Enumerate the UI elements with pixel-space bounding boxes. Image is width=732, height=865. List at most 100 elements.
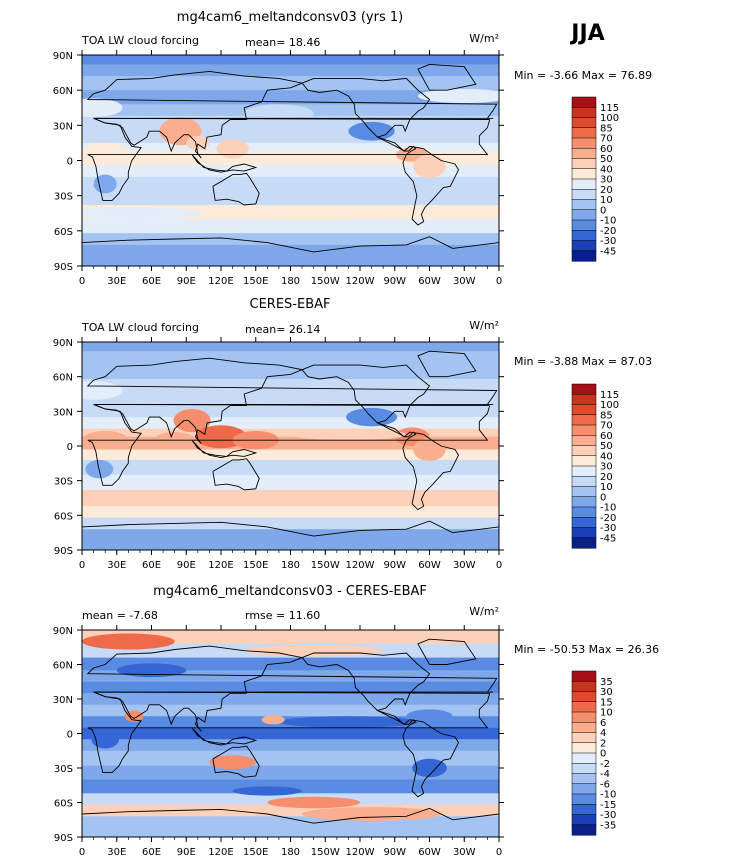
- y-tick-label: 30S: [54, 477, 73, 488]
- y-tick-label: 60N: [53, 661, 73, 672]
- x-tick-label: 120E: [208, 276, 233, 287]
- colorbar-label: 35: [600, 677, 613, 688]
- colorbar-label: 30: [600, 175, 613, 186]
- coastline: [191, 727, 258, 746]
- colorbar-swatch: [571, 527, 597, 539]
- colorbar-label: -6: [600, 779, 610, 790]
- colorbar-swatch: [571, 783, 597, 795]
- colorbar-swatch: [571, 793, 597, 805]
- colorbar-swatch: [571, 230, 597, 242]
- colorbar-label: 10: [600, 195, 613, 206]
- x-tick-label: 90W: [383, 560, 406, 571]
- colorbar-label: 15: [600, 697, 613, 708]
- colorbar-swatch: [571, 814, 597, 826]
- x-tick-label: 30E: [107, 847, 126, 858]
- x-tick-label: 150W: [311, 560, 340, 571]
- x-tick-label: 90E: [177, 560, 196, 571]
- x-tick-label: 120W: [346, 560, 375, 571]
- coastline: [301, 77, 460, 226]
- colorbar-label: -2: [600, 759, 610, 770]
- colorbar-label: 70: [600, 421, 613, 432]
- colorbar-label: 10: [600, 482, 613, 493]
- coastline: [87, 691, 491, 774]
- field-anomaly: [267, 796, 360, 809]
- minmax-label: Min = -3.66 Max = 76.89: [514, 69, 652, 82]
- field-anomaly: [290, 428, 407, 441]
- x-tick-label: 180: [281, 276, 300, 287]
- colorbar-label: -15: [600, 800, 616, 811]
- x-tick-label: 60W: [418, 276, 441, 287]
- colorbar-label: -10: [600, 503, 616, 514]
- field-band: [82, 405, 499, 418]
- y-tick-label: 60S: [54, 227, 73, 238]
- y-tick-label: 30S: [54, 192, 73, 203]
- colorbar-label: 85: [600, 410, 613, 421]
- x-tick-label: 30W: [453, 560, 476, 571]
- x-axis: 0 30E 60E 90E 120E 150E 180 150W 120W 90W 60W 30W 0: [79, 625, 502, 858]
- field-anomaly: [197, 491, 430, 505]
- coastline: [191, 154, 258, 173]
- field-band: [82, 750, 499, 767]
- field-anomaly: [413, 437, 446, 462]
- x-tick-label: 150W: [311, 847, 340, 858]
- y-tick-label: 30N: [53, 407, 73, 418]
- colorbar-label: 0: [600, 749, 606, 760]
- field-anomaly: [417, 88, 499, 104]
- coastline: [212, 745, 260, 778]
- colorbar-swatch: [571, 96, 597, 108]
- x-tick-label: 30E: [107, 560, 126, 571]
- field-anomaly: [412, 758, 447, 778]
- colorbar-label: 100: [600, 113, 619, 124]
- y-tick-label: 30S: [54, 764, 73, 775]
- coastline: [86, 645, 498, 732]
- field-band: [82, 233, 499, 246]
- field-anomaly: [209, 755, 256, 770]
- colorbar-swatch: [571, 209, 597, 221]
- panel-model: mg4cam6_meltandconsv03 (yrs 1) TOA LW cl…: [53, 10, 652, 287]
- x-tick-label: 180: [281, 560, 300, 571]
- y-tick-label: 90S: [54, 546, 73, 557]
- x-tick-label: 0: [79, 847, 85, 858]
- y-tick-label: 60S: [54, 799, 73, 810]
- field-band: [82, 55, 499, 65]
- x-tick-label: 90W: [383, 847, 406, 858]
- y-tick-label: 60N: [53, 86, 73, 97]
- colorbar-swatch: [571, 455, 597, 467]
- coastline: [86, 357, 498, 444]
- x-tick-label: 30W: [453, 847, 476, 858]
- y-tick-label: 60S: [54, 511, 73, 522]
- coastlines: [82, 63, 499, 253]
- coastline: [82, 807, 499, 824]
- colorbar-label: 0: [600, 205, 606, 216]
- field-band: [82, 428, 499, 438]
- coastline: [301, 364, 460, 511]
- colorbar-swatch: [571, 465, 597, 477]
- x-tick-label: 0: [496, 560, 502, 571]
- units-label: W/m²: [469, 605, 499, 618]
- y-tick-label: 90S: [54, 262, 73, 273]
- field-band: [82, 165, 499, 178]
- colorbar-label: 20: [600, 472, 613, 483]
- colorbar-swatch: [571, 240, 597, 252]
- field-band: [82, 365, 499, 380]
- colorbar-swatch: [571, 250, 597, 262]
- field-band: [82, 765, 499, 780]
- map-field: [82, 630, 499, 837]
- colorbar-swatch: [571, 189, 597, 201]
- colorbar-swatch: [571, 681, 597, 693]
- colorbar-swatch: [571, 424, 597, 436]
- x-tick-label: 90E: [177, 847, 196, 858]
- field-band: [82, 64, 499, 77]
- x-tick-label: 150E: [243, 560, 268, 571]
- colorbar-swatch: [571, 435, 597, 447]
- x-tick-label: 120E: [208, 560, 233, 571]
- y-tick-label: 90N: [53, 51, 73, 62]
- coastlines: [82, 638, 499, 824]
- x-tick-label: 90W: [383, 276, 406, 287]
- y-tick-label: 60N: [53, 373, 73, 384]
- field-anomaly: [173, 409, 211, 433]
- rmse-label: rmse = 11.60: [245, 609, 320, 622]
- colorbar-label: 6: [600, 718, 606, 729]
- colorbar-swatch: [571, 445, 597, 457]
- colorbar-swatch: [571, 137, 597, 149]
